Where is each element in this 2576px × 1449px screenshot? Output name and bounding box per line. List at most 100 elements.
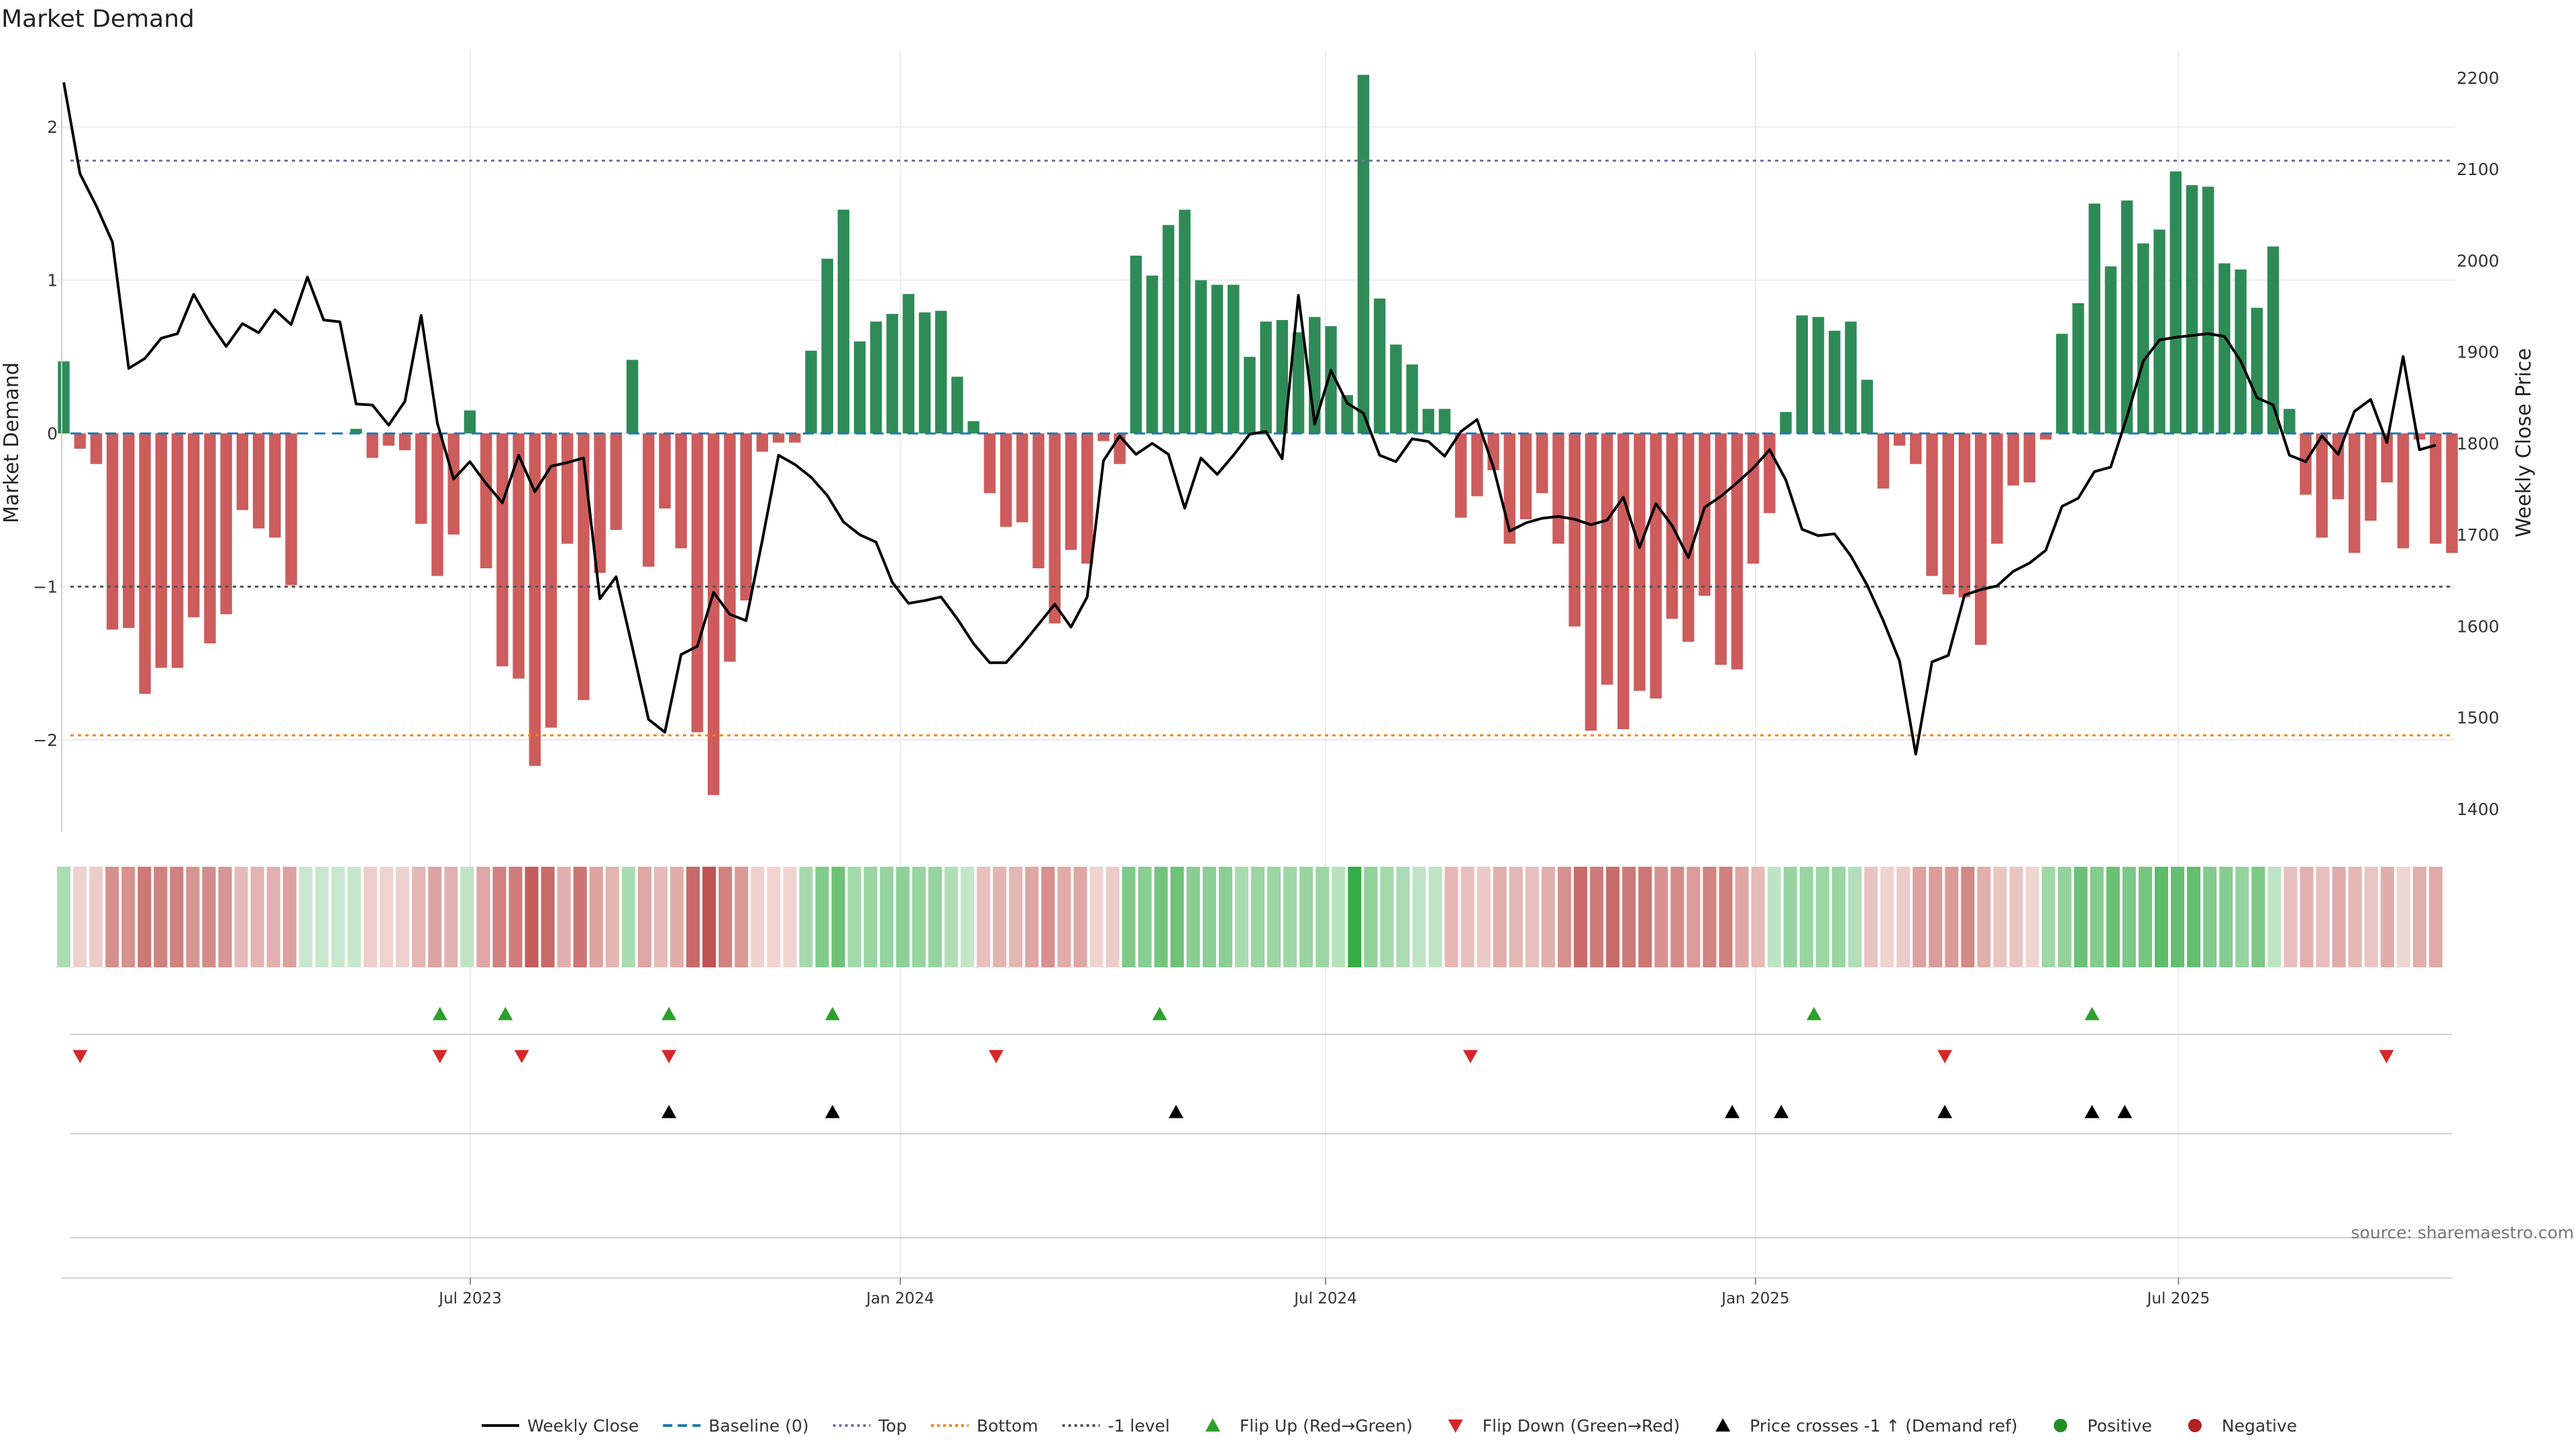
demand-bar xyxy=(2300,433,2312,495)
demand-bar xyxy=(1731,433,1743,669)
flip-down-marker xyxy=(514,1050,529,1063)
heatmap-cell xyxy=(1428,867,1442,967)
legend: Weekly Close Baseline (0) Top Bottom -1 leve… xyxy=(482,1416,2297,1436)
heatmap-cell xyxy=(1993,867,2007,967)
heatmap-cell xyxy=(1267,867,1281,967)
demand-bar xyxy=(805,350,817,434)
heatmap-label: Demand Heatmap xyxy=(12,911,19,913)
y-axis-label: Market Demand xyxy=(0,362,23,523)
demand-bar xyxy=(1682,433,1695,642)
heatmap-cell xyxy=(2041,867,2055,967)
demand-bar xyxy=(1438,409,1451,434)
heatmap-cell xyxy=(331,867,345,967)
heatmap-cell xyxy=(718,867,733,967)
heatmap-cell xyxy=(896,867,910,967)
demand-bar xyxy=(188,433,200,618)
demand-bar xyxy=(1244,356,1256,434)
heatmap-cell xyxy=(234,867,248,967)
demand-bar xyxy=(513,433,525,679)
heatmap-cell xyxy=(1332,867,1346,967)
demand-bar xyxy=(2186,185,2198,434)
demand-bar xyxy=(2413,433,2426,440)
legend-label: Flip Up (Red→Green) xyxy=(1240,1416,1413,1436)
demand-bar xyxy=(204,433,216,644)
heatmap-cell xyxy=(1477,867,1491,967)
heatmap-cell xyxy=(1815,867,1829,967)
price-cross-marker xyxy=(825,1105,841,1118)
heatmap-cell xyxy=(250,867,264,967)
demand-bar xyxy=(1422,409,1435,434)
heatmap-cell xyxy=(2090,867,2104,967)
heatmap-cell xyxy=(1299,867,1313,967)
heatmap-cell xyxy=(1945,867,1959,967)
heatmap-cell xyxy=(589,867,603,967)
demand-bar xyxy=(1633,433,1646,691)
demand-bar xyxy=(1942,433,1954,594)
demand-bar xyxy=(1146,275,1159,434)
demand-bar xyxy=(529,433,541,766)
demand-bar xyxy=(1780,412,1792,434)
heatmap-cell xyxy=(2428,867,2443,967)
demand-bar xyxy=(789,433,801,443)
heatmap-cell xyxy=(428,867,442,967)
weekly-close-line-path xyxy=(62,82,2436,756)
flip-up-marker xyxy=(825,1007,841,1020)
demand-bar xyxy=(1845,321,1857,434)
demand-bar xyxy=(951,376,963,434)
demand-bar xyxy=(1861,380,1873,434)
heatmap-cell xyxy=(1558,867,1572,967)
heatmap-cell xyxy=(847,867,861,967)
heatmap-cell xyxy=(2171,867,2185,967)
heatmap-cell xyxy=(1509,867,1523,967)
heatmap-cell xyxy=(1864,867,1878,967)
demand-bar xyxy=(1519,433,1532,519)
heatmap-cell xyxy=(751,867,765,967)
heatmap-cell xyxy=(557,867,571,967)
legend-swatch xyxy=(1448,1419,1463,1433)
demand-bar xyxy=(1130,256,1142,434)
heatmap-cell xyxy=(2235,867,2249,967)
flip-up-marker xyxy=(432,1007,447,1020)
flip-down-marker xyxy=(432,1050,447,1063)
demand-bar xyxy=(1699,433,1711,596)
demand-bar xyxy=(1877,433,1890,489)
demand-bar xyxy=(756,433,769,452)
demand-bar xyxy=(2316,433,2328,538)
heatmap-cell xyxy=(1703,867,1717,967)
demand-bar xyxy=(1926,433,1938,576)
demand-bar xyxy=(1893,433,1906,446)
heatmap-cell xyxy=(2284,867,2298,967)
heatmap-cell xyxy=(1977,867,1991,967)
heatmap-cell xyxy=(1364,867,1378,967)
demand-bar xyxy=(2202,186,2214,434)
demand-bar xyxy=(252,433,265,529)
x-tick-label: Jul 2024 xyxy=(1293,1290,1357,1307)
demand-bar xyxy=(106,433,119,630)
demand-bar xyxy=(740,433,752,601)
y2-tick-label: 1700 xyxy=(2457,525,2500,545)
heatmap-cell xyxy=(412,867,426,967)
demand-bar xyxy=(1601,433,1613,685)
demand-bar xyxy=(870,321,882,434)
demand-bar xyxy=(1455,433,1467,518)
heatmap-cell xyxy=(573,867,587,967)
heatmap-cell xyxy=(1250,867,1265,967)
demand-bar xyxy=(2023,433,2036,483)
y2-tick-label: 2100 xyxy=(2457,160,2500,179)
demand-bar xyxy=(1276,320,1289,434)
heatmap-cell xyxy=(1073,867,1087,967)
heatmap-cell xyxy=(1444,867,1458,967)
legend-label: Price crosses -1 ↑ (Demand ref) xyxy=(1750,1416,2017,1436)
demand-bar xyxy=(447,433,460,535)
heatmap-cell xyxy=(2138,867,2152,967)
heatmap-cell xyxy=(1622,867,1636,967)
y2-tick-label: 2200 xyxy=(2457,68,2500,88)
demand-bar xyxy=(2430,433,2442,544)
demand-bar xyxy=(1747,433,1760,564)
flip-down-marker xyxy=(72,1050,88,1063)
demand-bar xyxy=(1292,332,1305,434)
demand-bar xyxy=(1585,433,1597,731)
heatmap-cell xyxy=(799,867,813,967)
legend-entry: Negative xyxy=(2188,1416,2297,1436)
heatmap-cell xyxy=(670,867,684,967)
